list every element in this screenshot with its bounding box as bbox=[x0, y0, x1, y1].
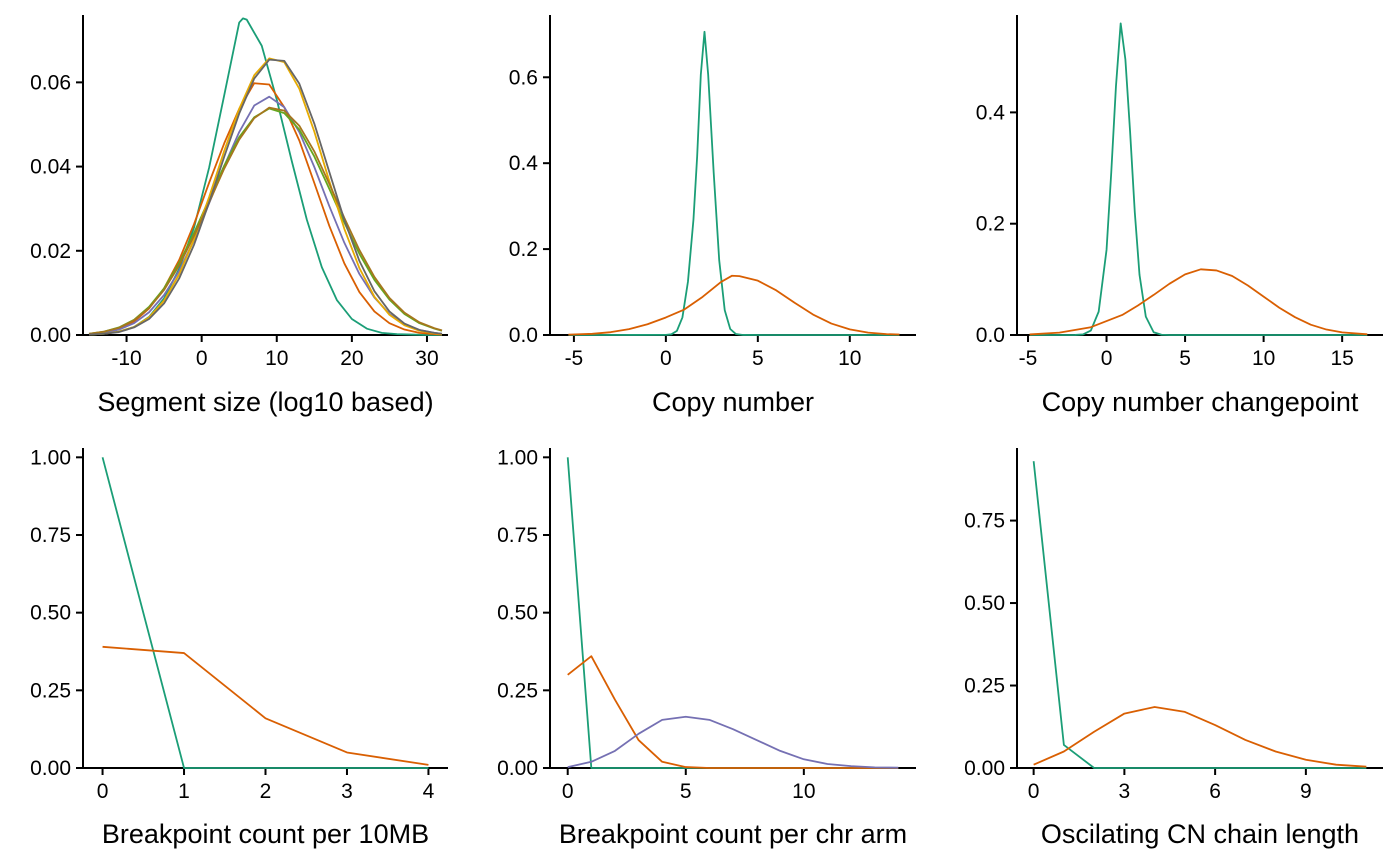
y-tick-label: 0.25 bbox=[30, 679, 71, 702]
y-tick-label: 0.04 bbox=[30, 156, 71, 179]
series-line-7 bbox=[88, 58, 443, 336]
x-tick-label: 2 bbox=[260, 780, 272, 803]
y-tick-label: 0.2 bbox=[976, 213, 1005, 236]
y-tick-label: 0.0 bbox=[509, 324, 538, 347]
y-tick-label: 0.02 bbox=[30, 240, 71, 263]
x-axis-title: Oscilating CN chain length bbox=[1041, 819, 1359, 849]
panel-4: 0 1 2 3 4 0.00 0.25 0.50 0.75 1.00 Breakpoint coun… bbox=[30, 446, 448, 849]
x-tick-label: 0 bbox=[97, 780, 109, 803]
x-tick-label: 3 bbox=[341, 780, 353, 803]
y-tick-label: 0.00 bbox=[30, 757, 71, 780]
panel-1: -10 0 10 20 30 0.00 0.02 0.04 0.06 Segment size (… bbox=[30, 15, 448, 417]
x-axis-title: Breakpoint count per 10MB bbox=[102, 819, 429, 849]
x-tick-label: 5 bbox=[680, 780, 692, 803]
x-tick-label: -5 bbox=[1019, 347, 1038, 370]
x-tick-label: 0 bbox=[562, 780, 574, 803]
y-tick-label: 0.75 bbox=[497, 524, 538, 547]
series-line-3 bbox=[567, 715, 899, 769]
series-line-2 bbox=[1029, 268, 1368, 336]
x-tick-label: 6 bbox=[1209, 780, 1221, 803]
x-axis-title: Copy number bbox=[652, 387, 814, 417]
x-axis-title: Segment size (log10 based) bbox=[97, 387, 433, 417]
y-tick-label: 0.0 bbox=[976, 324, 1005, 347]
x-tick-label: 15 bbox=[1330, 347, 1353, 370]
panel-5: 0 5 10 0.00 0.25 0.50 0.75 1.00 Breakpoint count… bbox=[497, 446, 916, 849]
y-tick-label: 0.6 bbox=[509, 66, 538, 89]
series-line-2 bbox=[568, 274, 900, 336]
series-line-4 bbox=[88, 107, 443, 335]
x-tick-label: 4 bbox=[423, 780, 435, 803]
y-tick-label: 0.00 bbox=[30, 324, 71, 347]
x-tick-label: 5 bbox=[1179, 347, 1191, 370]
series-line-1 bbox=[1029, 22, 1368, 336]
x-axis-title: Copy number changepoint bbox=[1042, 387, 1359, 417]
y-tick-label: 0.50 bbox=[30, 602, 71, 625]
x-tick-label: 10 bbox=[792, 780, 815, 803]
x-tick-label: 0 bbox=[1028, 780, 1040, 803]
x-tick-label: 9 bbox=[1300, 780, 1312, 803]
series-line-1 bbox=[566, 457, 899, 769]
y-tick-label: 0.50 bbox=[964, 592, 1005, 615]
series-line-1 bbox=[88, 17, 442, 336]
y-tick-label: 0.4 bbox=[976, 101, 1006, 124]
x-tick-label: -5 bbox=[565, 347, 584, 370]
y-tick-label: 0.2 bbox=[509, 238, 538, 261]
x-tick-label: 3 bbox=[1119, 780, 1131, 803]
y-tick-label: 0.4 bbox=[509, 152, 539, 175]
y-tick-label: 0.25 bbox=[497, 679, 538, 702]
x-tick-label: 10 bbox=[265, 347, 288, 370]
y-tick-label: 0.75 bbox=[30, 524, 71, 547]
series-line-1 bbox=[101, 457, 429, 769]
x-tick-label: 0 bbox=[1101, 347, 1113, 370]
y-tick-label: 0.00 bbox=[497, 757, 538, 780]
y-tick-label: 0.00 bbox=[964, 757, 1005, 780]
y-tick-label: 0.25 bbox=[964, 675, 1005, 698]
x-tick-label: 0 bbox=[196, 347, 208, 370]
series-line-1 bbox=[1032, 461, 1367, 769]
y-tick-label: 1.00 bbox=[30, 446, 71, 469]
panel-3: -5 0 5 10 15 0.0 0.2 0.4 Copy number changepoint bbox=[976, 15, 1383, 417]
series-line-6 bbox=[88, 106, 443, 335]
x-tick-label: 1 bbox=[178, 780, 190, 803]
series-line-1 bbox=[568, 30, 900, 336]
x-tick-label: -10 bbox=[111, 347, 141, 370]
y-tick-label: 0.50 bbox=[497, 602, 538, 625]
panel-2: -5 0 5 10 0.0 0.2 0.4 0.6 Copy number bbox=[509, 15, 916, 417]
x-tick-label: 0 bbox=[660, 347, 672, 370]
panel-6: 0 3 6 9 0.00 0.25 0.50 0.75 Oscilating CN chain … bbox=[964, 448, 1383, 849]
x-tick-label: 5 bbox=[752, 347, 764, 370]
y-tick-label: 1.00 bbox=[497, 446, 538, 469]
x-tick-label: 30 bbox=[415, 347, 438, 370]
series-line-5 bbox=[88, 57, 443, 336]
y-tick-label: 0.75 bbox=[964, 510, 1005, 533]
x-tick-label: 10 bbox=[1252, 347, 1275, 370]
x-axis-title: Breakpoint count per chr arm bbox=[559, 819, 907, 849]
series-line-2 bbox=[1033, 706, 1367, 768]
y-tick-label: 0.06 bbox=[30, 71, 71, 94]
x-tick-label: 10 bbox=[838, 347, 861, 370]
series-line-2 bbox=[102, 645, 429, 766]
x-tick-label: 20 bbox=[340, 347, 363, 370]
series-line-2 bbox=[567, 655, 899, 769]
